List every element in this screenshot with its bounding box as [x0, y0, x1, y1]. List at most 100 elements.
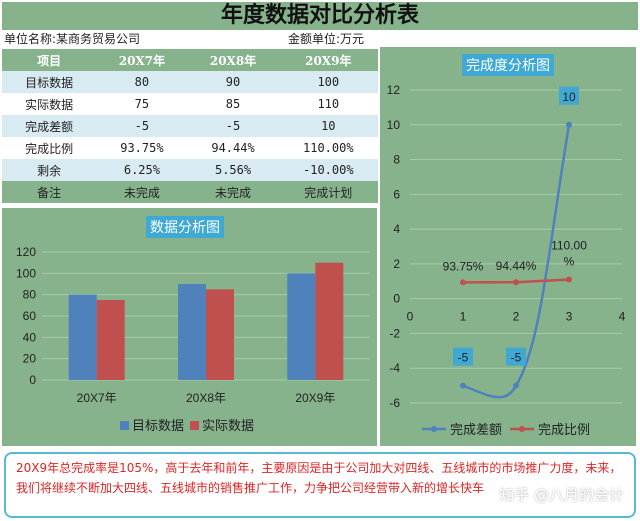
- table-cell: 备注: [2, 181, 97, 203]
- header-cell: 20X9年: [278, 49, 378, 71]
- line-chart-title: 完成度分析图: [462, 54, 554, 76]
- bar-目标数据: [68, 294, 97, 380]
- point: [513, 279, 519, 286]
- y-tick-label: -4: [389, 361, 400, 375]
- table-cell: 完成计划: [278, 181, 378, 203]
- table-cell: 94.44%: [187, 137, 279, 159]
- table-row: 完成比例 93.75% 94.44% 110.00%: [2, 137, 378, 159]
- y-tick-label: 10: [387, 118, 401, 132]
- line-完成差额: [462, 124, 571, 399]
- table-cell: -5: [96, 115, 188, 137]
- table-cell: 完成差额: [2, 115, 97, 137]
- data-label-bg: [559, 86, 579, 105]
- x-tick-label: 4: [619, 310, 626, 324]
- x-tick-label: 1: [460, 310, 467, 324]
- data-label: -5: [511, 351, 522, 365]
- table-header: 项目 20X7年 20X8年 20X9年: [2, 49, 378, 71]
- page-title: 年度数据对比分析表: [2, 2, 638, 30]
- line-chart-panel: 完成度分析图 -6 -4 -2 0 2 4 6 8 10 12 0 1 2 3 4 -5 -5 10 93.75% 9…: [380, 47, 636, 446]
- table-cell: 实际数据: [2, 93, 97, 115]
- table-row: 完成差额 -5 -5 10: [2, 115, 378, 137]
- header-cell: 20X8年: [187, 49, 279, 71]
- table-cell: 10: [278, 115, 378, 137]
- y-tick-label: 20: [23, 352, 37, 366]
- table-cell: 未完成: [187, 181, 279, 203]
- header-cell: 20X7年: [96, 49, 188, 71]
- data-label: 110.00: [551, 239, 587, 253]
- bar-实际数据: [315, 262, 344, 380]
- table-cell: 75: [96, 93, 188, 115]
- x-tick-label: 20X7年: [77, 391, 117, 405]
- amount-unit: 金额单位:万元: [288, 32, 365, 46]
- y-tick-label: 4: [393, 222, 400, 236]
- legend-label: 完成差额: [450, 422, 502, 437]
- x-tick-label: 2: [513, 310, 520, 324]
- table-cell: 110.00%: [278, 137, 378, 159]
- y-tick-label: 0: [29, 373, 36, 387]
- legend-swatch: [120, 421, 129, 430]
- table-cell: 100: [278, 71, 378, 93]
- header-cell: 项目: [2, 49, 97, 71]
- bar-chart-panel: 数据分析图 0 20 40 60 80 100 120 20X7年 20X8年 20X9年目标数据…: [2, 208, 377, 446]
- table-cell: 剩余: [2, 159, 97, 181]
- bar-chart-title: 数据分析图: [146, 216, 224, 238]
- bar-目标数据: [178, 284, 206, 380]
- legend-marker: [431, 426, 437, 432]
- point: [566, 121, 572, 128]
- y-tick-label: 60: [23, 309, 37, 323]
- table-cell: -10.00%: [278, 159, 378, 181]
- y-tick-label: 120: [16, 245, 36, 259]
- legend-marker: [519, 426, 525, 432]
- bar-实际数据: [96, 300, 125, 380]
- bar-目标数据: [287, 273, 316, 380]
- data-label: 94.44%: [496, 259, 537, 273]
- table-cell: 85: [187, 93, 279, 115]
- point: [460, 382, 466, 389]
- y-tick-label: -6: [389, 396, 400, 410]
- y-tick-label: 6: [393, 187, 400, 201]
- table-cell: 93.75%: [96, 137, 188, 159]
- legend-swatch: [190, 421, 199, 430]
- data-label: -5: [458, 351, 469, 365]
- data-label-bg: [506, 347, 526, 366]
- x-tick-label: 20X9年: [295, 391, 335, 405]
- data-label: 10: [562, 90, 576, 104]
- y-tick-label: 12: [387, 83, 401, 97]
- y-tick-label: 100: [16, 266, 36, 280]
- x-tick-label: 20X8年: [186, 391, 226, 405]
- point: [566, 276, 572, 283]
- company-name: 单位名称:某商务贸易公司: [4, 32, 141, 46]
- legend-label: 目标数据: [132, 418, 184, 433]
- y-tick-label: 8: [393, 153, 400, 167]
- y-tick-label: 80: [23, 288, 37, 302]
- x-tick-label: 0: [407, 310, 414, 324]
- x-tick-label: 3: [566, 310, 573, 324]
- table-row: 剩余 6.25% 5.56% -10.00%: [2, 159, 378, 181]
- table-cell: 未完成: [96, 181, 188, 203]
- table-cell: 6.25%: [96, 159, 188, 181]
- table-cell: 目标数据: [2, 71, 97, 93]
- y-tick-label: 0: [393, 292, 400, 306]
- table-row: 目标数据 80 90 100: [2, 71, 378, 93]
- y-tick-label: 40: [23, 330, 37, 344]
- table-cell: 完成比例: [2, 137, 97, 159]
- data-label: %: [564, 255, 575, 269]
- point: [460, 279, 466, 286]
- table-row: 实际数据 75 85 110: [2, 93, 378, 115]
- bar-实际数据: [206, 289, 234, 380]
- legend-label: 实际数据: [202, 418, 254, 433]
- legend-label: 完成比例: [538, 422, 590, 437]
- analysis-note: 20X9年总完成率是105%，高于去年和前年，主要原因是由于公司加大对四线、五线…: [4, 452, 636, 518]
- table-cell: 80: [96, 71, 188, 93]
- y-tick-label: -2: [389, 326, 400, 340]
- y-tick-label: 2: [393, 257, 400, 271]
- watermark: 知乎 @八月的会计: [499, 486, 624, 504]
- table-cell: 110: [278, 93, 378, 115]
- data-label: 93.75%: [443, 259, 484, 273]
- table-cell: 5.56%: [187, 159, 279, 181]
- data-label-bg: [453, 347, 473, 366]
- table-cell: 90: [187, 71, 279, 93]
- data-table: 项目 20X7年 20X8年 20X9年 目标数据 80 90 100 实际数据 75 85…: [2, 49, 378, 203]
